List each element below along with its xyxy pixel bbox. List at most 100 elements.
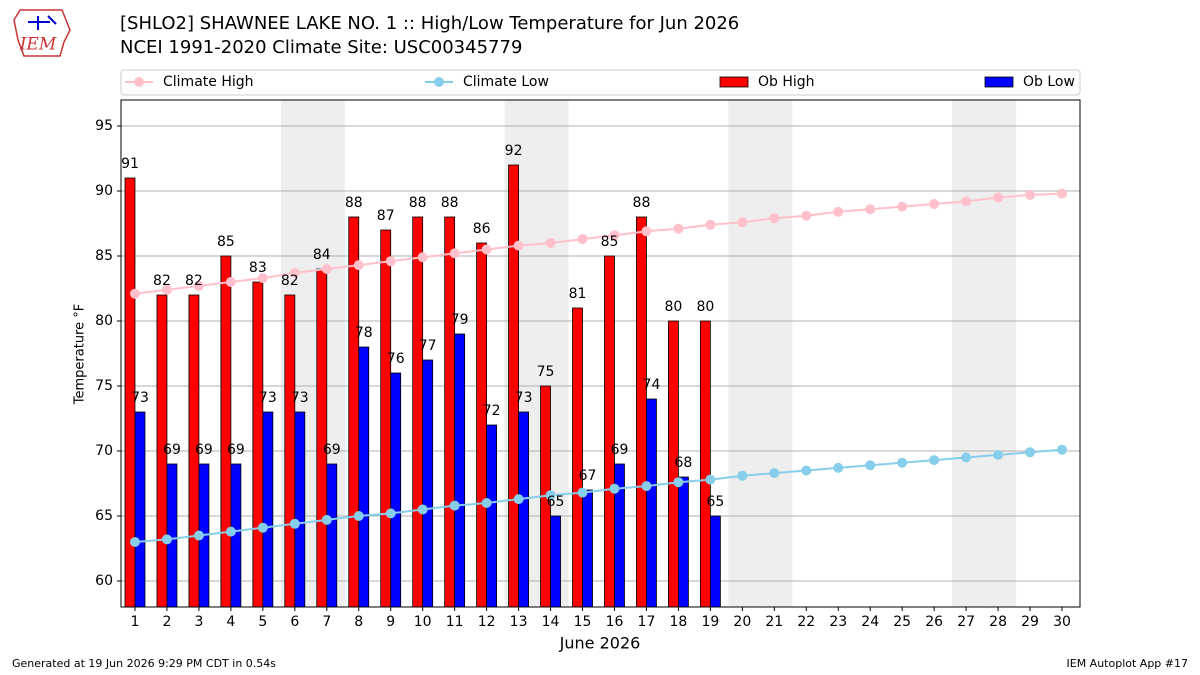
x-tick-label: 1: [131, 614, 140, 630]
line-marker: [385, 256, 396, 267]
bar: [678, 476, 689, 608]
line-marker: [449, 248, 460, 259]
value-label: 86: [473, 221, 491, 237]
bar: [422, 359, 434, 608]
line-marker: [865, 204, 876, 215]
bar: [508, 164, 519, 608]
value-label: 67: [579, 468, 597, 484]
line-marker: [289, 518, 300, 529]
line-marker: [353, 511, 364, 521]
y-tick-label: 65: [95, 508, 113, 524]
line-marker: [865, 460, 876, 471]
value-label: 69: [323, 442, 341, 458]
bar: [582, 489, 593, 608]
bar: [358, 346, 370, 608]
line-marker: [225, 277, 236, 287]
value-label: 73: [291, 390, 309, 406]
bar: [284, 294, 296, 608]
line-marker: [385, 508, 396, 519]
line-marker: [961, 452, 972, 463]
bar: [572, 307, 583, 608]
line-marker: [577, 234, 588, 245]
x-tick-label: 14: [542, 614, 560, 630]
value-label: 88: [345, 195, 363, 211]
line-marker: [321, 264, 332, 274]
line-marker: [961, 196, 972, 207]
value-label: 68: [675, 455, 693, 471]
x-tick-label: 8: [354, 614, 363, 630]
line: [134, 192, 1063, 295]
value-label: 84: [313, 247, 331, 263]
logo: IEM: [13, 9, 71, 57]
logo-outline: [13, 9, 71, 57]
bar: [134, 411, 146, 608]
line-marker: [641, 226, 652, 237]
value-label: 85: [217, 234, 235, 250]
value-label: 78: [355, 325, 373, 341]
line-marker: [801, 210, 812, 221]
value-label: 87: [377, 208, 395, 224]
x-tick-label: 28: [989, 614, 1007, 630]
y-tick-label: 70: [95, 443, 113, 459]
line-marker: [545, 238, 556, 248]
value-label: 80: [696, 299, 714, 315]
line-marker: [257, 522, 268, 533]
logo-text: IEM: [19, 35, 57, 55]
plot-frame: [120, 99, 1081, 608]
line-marker: [1057, 444, 1068, 455]
x-tick-label: 26: [925, 614, 943, 630]
line-marker: [161, 534, 172, 545]
line-marker: [577, 487, 588, 498]
y-tick-label: 95: [95, 118, 113, 134]
line-marker: [673, 477, 684, 488]
value-label: 82: [281, 273, 299, 289]
value-label: 69: [195, 442, 213, 458]
line-marker: [1025, 447, 1036, 458]
logo-icon: [28, 15, 57, 30]
line-marker: [737, 470, 748, 481]
line-marker: [289, 267, 300, 278]
value-label: 75: [537, 364, 555, 380]
bar: [454, 333, 466, 608]
value-label: 73: [131, 390, 149, 406]
value-label: 72: [483, 403, 501, 419]
x-tick-label: 10: [414, 614, 432, 630]
line-marker: [353, 260, 364, 271]
legend-swatch: [434, 77, 444, 87]
bar: [636, 216, 647, 608]
line-marker: [417, 504, 428, 515]
x-axis-label: June 2026: [559, 634, 641, 653]
bar: [326, 463, 338, 608]
value-label: 79: [451, 312, 469, 328]
value-label: 69: [163, 442, 181, 458]
line-marker: [1057, 188, 1068, 199]
y-tick-label: 80: [95, 313, 113, 329]
x-tick-label: 21: [765, 614, 783, 630]
line-marker: [321, 514, 332, 525]
line-marker: [481, 498, 492, 508]
line-marker: [1025, 189, 1036, 200]
bar: [220, 255, 232, 608]
legend-swatch: [719, 76, 749, 88]
value-label: 88: [633, 195, 651, 211]
line-marker: [513, 240, 524, 251]
line-marker: [993, 192, 1004, 203]
x-tick-label: 12: [478, 614, 496, 630]
bar: [444, 216, 456, 608]
bar: [262, 411, 274, 608]
value-label: 74: [643, 377, 661, 393]
x-tick-label: 11: [446, 614, 464, 630]
value-label: 77: [419, 338, 437, 354]
value-label: 65: [547, 494, 565, 510]
x-tick-label: 29: [1021, 614, 1039, 630]
line-marker: [929, 455, 940, 466]
line-marker: [161, 284, 172, 295]
x-tick-label: 16: [606, 614, 624, 630]
bar: [348, 216, 360, 608]
shaded-band: [984, 100, 1017, 607]
shaded-band: [760, 100, 793, 607]
legend-box: [120, 69, 1081, 96]
value-label: 69: [611, 442, 629, 458]
value-label: 88: [409, 195, 427, 211]
